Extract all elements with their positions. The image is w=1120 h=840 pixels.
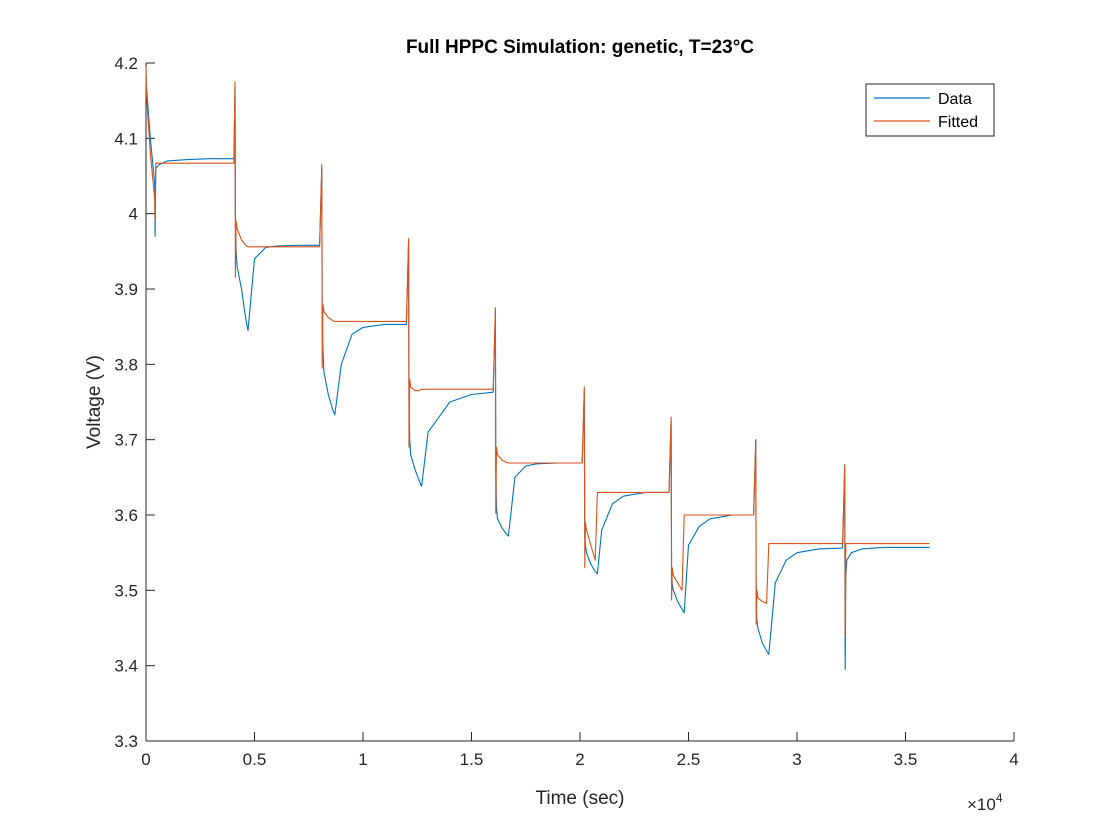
y-tick-label: 4.1 [114, 129, 138, 148]
legend-box [865, 83, 995, 137]
x-axis-label: Time (sec) [535, 788, 624, 809]
y-axis-label: Voltage (V) [84, 355, 105, 449]
x-tick-label: 1.5 [460, 750, 484, 769]
y-tick-label: 3.3 [114, 732, 138, 751]
legend-label-data: Data [938, 91, 972, 108]
y-tick-label: 3.9 [114, 280, 138, 299]
y-tick-label: 3.4 [114, 657, 138, 676]
x-tick-label: 3 [792, 750, 801, 769]
y-tick-label: 4 [129, 205, 138, 224]
x-tick-label: 4 [1009, 750, 1018, 769]
x-axis-exponent: ×104 [967, 791, 1003, 814]
y-tick-label: 3.5 [114, 581, 138, 600]
chart-title: Full HPPC Simulation: genetic, T=23°C [406, 37, 754, 58]
y-tick-label: 3.7 [114, 431, 138, 450]
x-tick-label: 1 [358, 750, 367, 769]
series-line-data [145, 70, 930, 670]
y-tick-label: 3.8 [114, 355, 138, 374]
x-tick-label: 2 [575, 750, 584, 769]
y-tick-label: 4.2 [114, 54, 138, 73]
legend: Data Fitted [865, 83, 995, 137]
legend-label-fitted: Fitted [938, 114, 978, 131]
x-axis-exponent-base: ×10 [967, 795, 996, 814]
x-tick-label: 2.5 [677, 750, 701, 769]
x-tick-label: 3.5 [894, 750, 918, 769]
x-tick-label: 0.5 [243, 750, 267, 769]
series-line-fitted [145, 66, 930, 637]
y-tick-label: 3.6 [114, 506, 138, 525]
x-axis-exponent-power: 4 [996, 791, 1003, 805]
plot-area: 0 0.5 1 1.5 2 2.5 3 3.5 4 3.3 3.4 3.5 3.6 3.7 3.8 3.9 4 4… [114, 54, 1018, 769]
x-tick-label: 0 [141, 750, 150, 769]
